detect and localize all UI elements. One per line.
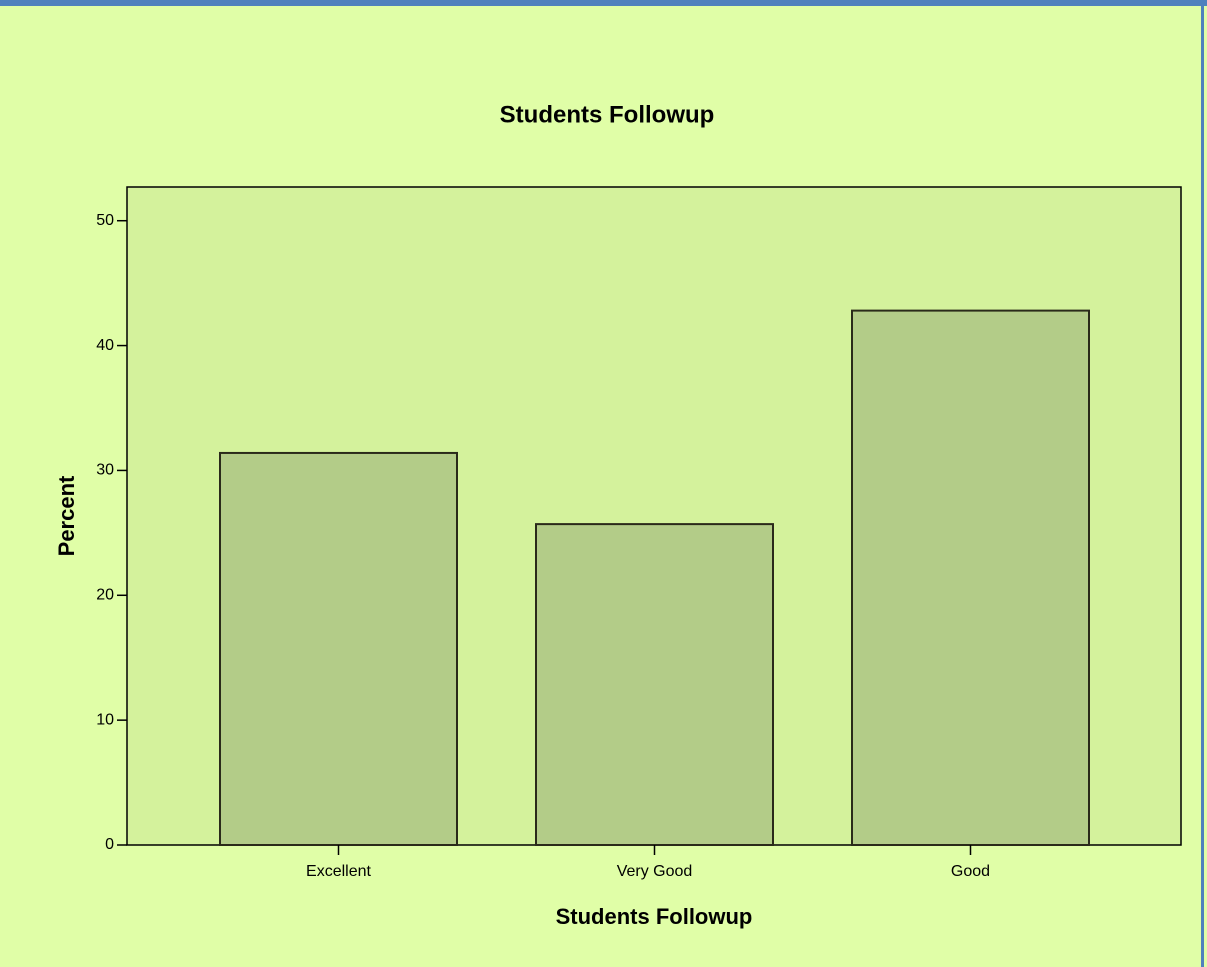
y-tick-label: 10 bbox=[96, 711, 114, 728]
y-tick-label: 50 bbox=[96, 212, 114, 229]
bar bbox=[535, 523, 774, 846]
x-tick-label: Very Good bbox=[617, 863, 693, 880]
bar bbox=[219, 451, 458, 846]
x-tick-label: Excellent bbox=[306, 863, 371, 880]
y-tick-label: 20 bbox=[96, 587, 114, 604]
right-border bbox=[1201, 0, 1204, 967]
x-tick-label: Good bbox=[951, 863, 990, 880]
y-tick-label: 40 bbox=[96, 337, 114, 354]
chart-title: Students Followup bbox=[500, 101, 715, 128]
top-border bbox=[0, 0, 1207, 6]
y-axis-label: Percent bbox=[54, 475, 79, 556]
y-tick-label: 30 bbox=[96, 462, 114, 479]
y-tick-label: 0 bbox=[105, 836, 114, 853]
x-axis-label: Students Followup bbox=[556, 904, 753, 929]
bar bbox=[851, 309, 1090, 846]
